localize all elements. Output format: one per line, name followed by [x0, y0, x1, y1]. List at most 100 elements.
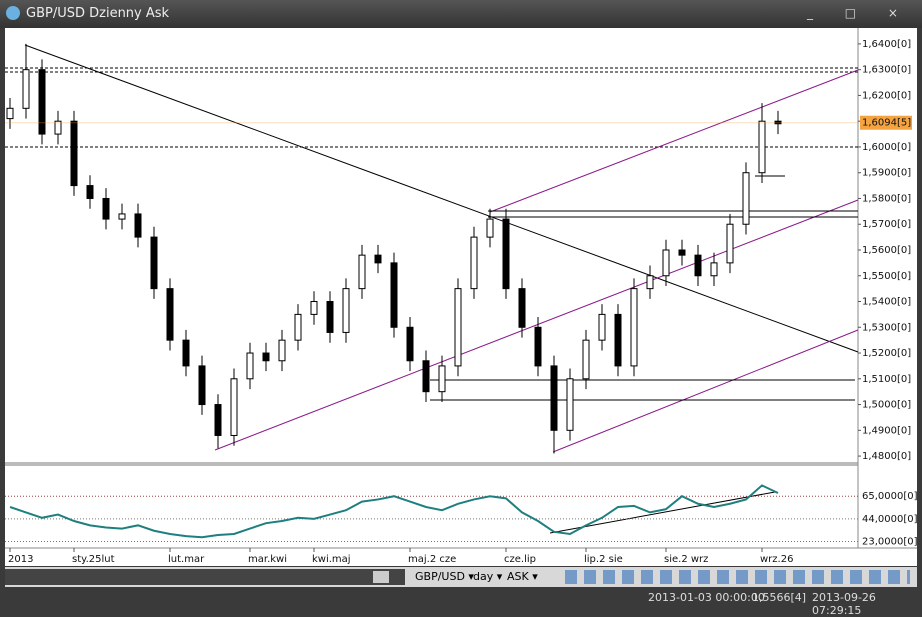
candle-body	[358, 254, 366, 290]
candle-body	[550, 365, 558, 431]
candle-body	[6, 107, 14, 120]
y-tick-label: 1,6200[0]	[862, 90, 911, 101]
title-bar: GBP/USD Dzienny Ask _ □ ×	[0, 0, 922, 28]
scroll-thumb[interactable]	[373, 571, 389, 583]
side: ASK	[507, 570, 529, 583]
x-tick-label: sie.2 wrz	[664, 554, 708, 565]
symbol-select[interactable]: GBP/USD ▾	[415, 570, 474, 583]
candle-body	[566, 378, 574, 431]
candle-body	[774, 120, 782, 125]
candle-body	[422, 360, 430, 393]
candle-body	[374, 254, 382, 264]
x-tick-label: kwi.maj	[312, 554, 351, 565]
channel-line	[214, 199, 859, 451]
candle-body	[646, 275, 654, 290]
candle-body	[198, 365, 206, 406]
last-price-box	[860, 115, 912, 130]
x-tick-label: wrz.26	[760, 554, 793, 565]
y-tick-label: 1,5200[0]	[862, 348, 911, 359]
y-tick-label: 1,4900[0]	[862, 425, 911, 436]
candle-body	[534, 326, 542, 367]
last-price-label: 1,6094[5]	[862, 118, 911, 129]
x-tick-label: mar.kwi	[248, 554, 287, 565]
y-tick-label: 1,5700[0]	[862, 219, 911, 230]
candle-body	[598, 313, 606, 341]
candle-body	[630, 288, 638, 367]
y-tick-label: 1,5300[0]	[862, 322, 911, 333]
channel-line	[489, 69, 859, 213]
x-tick-label: 2013	[8, 554, 33, 565]
candle-body	[694, 254, 702, 277]
status-end: 2013-09-26 07:29:15	[812, 591, 876, 617]
y-tick-label: 1,4800[0]	[862, 451, 911, 462]
y-tick-label: 65,0000[0]	[862, 491, 918, 502]
candle-body	[710, 262, 718, 277]
candle-body	[150, 236, 158, 290]
pane-separator	[5, 462, 858, 466]
candle-body	[118, 213, 126, 220]
candle-body	[166, 288, 174, 341]
y-tick-label: 1,6300[0]	[862, 65, 911, 76]
y-tick-label: 1,5500[0]	[862, 271, 911, 282]
y-tick-label: 1,5900[0]	[862, 168, 911, 179]
candle-body	[662, 249, 670, 277]
y-tick-label: 44,0000[0]	[862, 514, 918, 525]
candle-body	[390, 262, 398, 328]
candle-body	[102, 197, 110, 220]
candle-body	[742, 172, 750, 225]
y-tick-label: 1,5000[0]	[862, 400, 911, 411]
x-tick-label: lut.mar	[168, 554, 205, 565]
candle-body	[678, 249, 686, 256]
y-tick-label: 1,5600[0]	[862, 245, 911, 256]
candle-body	[518, 288, 526, 328]
candle-body	[326, 301, 334, 333]
candle-body	[486, 218, 494, 238]
candle-body	[614, 313, 622, 367]
indicator-line	[9, 484, 779, 539]
candle-body	[406, 326, 414, 362]
candle-body	[134, 213, 142, 238]
status-start: 2013-01-03 00:00:00	[648, 591, 765, 604]
candle-body	[454, 288, 462, 367]
candle-body	[22, 69, 30, 109]
candle-body	[758, 120, 766, 174]
y-tick-label: 1,6400[0]	[862, 39, 911, 50]
trend-line	[549, 491, 776, 534]
candle-body	[278, 339, 286, 362]
app-icon	[6, 6, 20, 20]
candle-body	[470, 236, 478, 290]
candle-body	[582, 339, 590, 380]
window-controls[interactable]: _ □ ×	[806, 6, 912, 20]
side-select[interactable]: ASK ▾	[507, 570, 538, 583]
candle-body	[502, 218, 510, 290]
candle-body	[438, 365, 446, 393]
window-title: GBP/USD Dzienny Ask	[26, 6, 170, 21]
trend-line	[24, 44, 859, 353]
x-tick-label: sty.25lut	[72, 554, 115, 565]
y-tick-label: 1,5100[0]	[862, 374, 911, 385]
candle-body	[230, 378, 238, 436]
tool-icons[interactable]	[565, 570, 910, 584]
candle-body	[86, 185, 94, 199]
y-tick-label: 23,0000[0]	[862, 537, 918, 548]
y-tick-label: 1,5800[0]	[862, 193, 911, 204]
period-select[interactable]: day ▾	[473, 570, 503, 583]
x-tick-label: maj.2 cze	[408, 554, 456, 565]
y-tick-label: 1,6000[0]	[862, 142, 911, 153]
candle-body	[70, 120, 78, 187]
period: day	[473, 570, 494, 583]
candle-body	[342, 288, 350, 333]
candle-body	[246, 352, 254, 380]
candle-body	[54, 120, 62, 135]
x-tick-label: lip.2 sie	[584, 554, 623, 565]
candle-body	[38, 69, 46, 135]
candle-body	[262, 352, 270, 362]
status-bar: 2013-01-03 00:00:00 1,5566[4] 2013-09-26…	[0, 588, 922, 617]
symbol: GBP/USD	[415, 570, 465, 583]
scrollbar[interactable]	[5, 569, 405, 585]
status-value: 1,5566[4]	[752, 591, 807, 604]
drawings	[5, 44, 859, 534]
toolbar: GBP/USD ▾ day ▾ ASK ▾	[5, 567, 917, 587]
